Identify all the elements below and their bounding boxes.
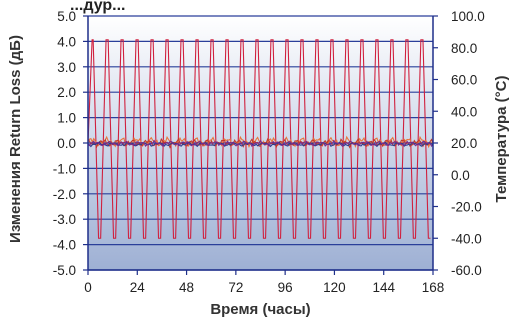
y-left-tick-label: 2.0 [57,85,76,100]
y-left-tick-label: -5.0 [53,263,76,278]
y-left-tick-label: -3.0 [53,212,76,227]
y-left-tick-label: 4.0 [57,34,76,49]
series-group [87,39,434,239]
x-tick-label: 24 [130,280,146,295]
x-tick-label: 120 [323,280,346,295]
y-right-tick-label: -60.0 [451,263,482,278]
x-tick-label: 144 [372,280,395,295]
y-right-tick-labels: -60.0 -40.0 -20.0 0.0 20.0 40.0 60.0 80.0 100.0 [451,9,485,278]
y-right-axis-title: Температура (°C) [493,76,510,203]
series-temperature [87,39,431,239]
y-left-tick-label: -2.0 [53,187,76,202]
series-return-loss-2 [87,137,434,149]
x-tick-label: 48 [179,280,194,295]
y-left-axis-title: Изменения Return Loss (дБ) [7,35,24,243]
y-left-tick-label: -1.0 [53,161,76,176]
x-tick-label: 96 [278,280,293,295]
axes [83,15,438,275]
x-tick-labels: 0 24 48 72 96 120 144 168 [84,280,444,295]
y-left-tick-label: 5.0 [57,9,76,24]
chart-title-fragment: ...дур... [70,0,125,14]
y-right-tick-label: 40.0 [451,104,477,119]
y-right-tick-label: -20.0 [451,200,482,215]
y-right-tick-label: 100.0 [451,9,485,24]
x-tick-label: 168 [422,280,445,295]
y-right-tick-label: 20.0 [451,136,477,151]
y-right-tick-label: 0.0 [451,168,470,183]
y-left-tick-label: 3.0 [57,60,76,75]
y-right-tick-label: 80.0 [451,41,477,56]
y-left-tick-label: 1.0 [57,111,76,126]
y-left-tick-labels: -5.0 -4.0 -3.0 -2.0 -1.0 0.0 1.0 2.0 3.0 4.0 5.0 [53,9,76,278]
y-left-tick-label: -4.0 [53,238,76,253]
x-tick-label: 72 [228,280,243,295]
x-tick-label: 0 [84,280,92,295]
y-left-tick-label: 0.0 [57,136,76,151]
y-right-tick-label: -40.0 [451,231,482,246]
series-return-loss-4 [87,139,434,148]
x-axis-title: Время (часы) [210,301,310,318]
y-right-tick-label: 60.0 [451,73,477,88]
